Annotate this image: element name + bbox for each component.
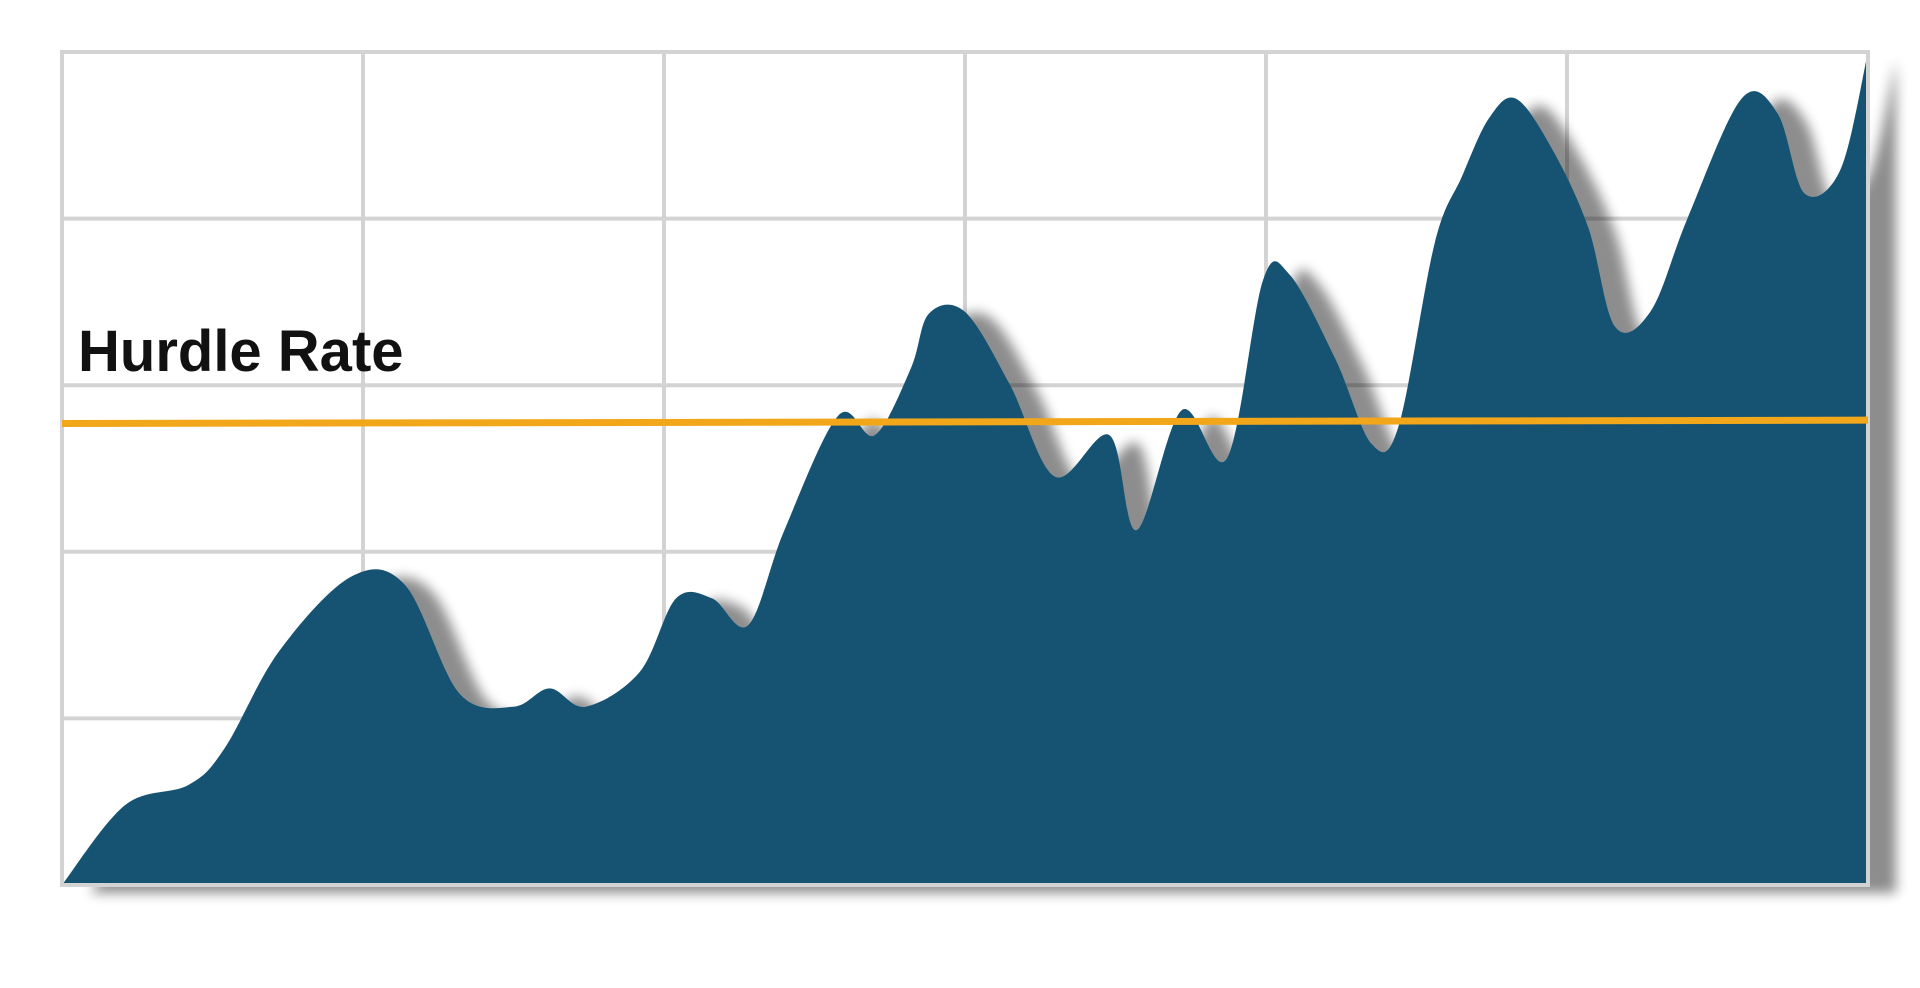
annotation-layer: Hurdle Rate — [61, 319, 1869, 428]
area-series-layer — [62, 52, 1868, 885]
hurdle-rate-label: Hurdle Rate — [78, 319, 404, 384]
plot-frame — [60, 50, 1870, 887]
hurdle-rate-line — [61, 416, 1869, 428]
area-series-0 — [62, 52, 1868, 885]
